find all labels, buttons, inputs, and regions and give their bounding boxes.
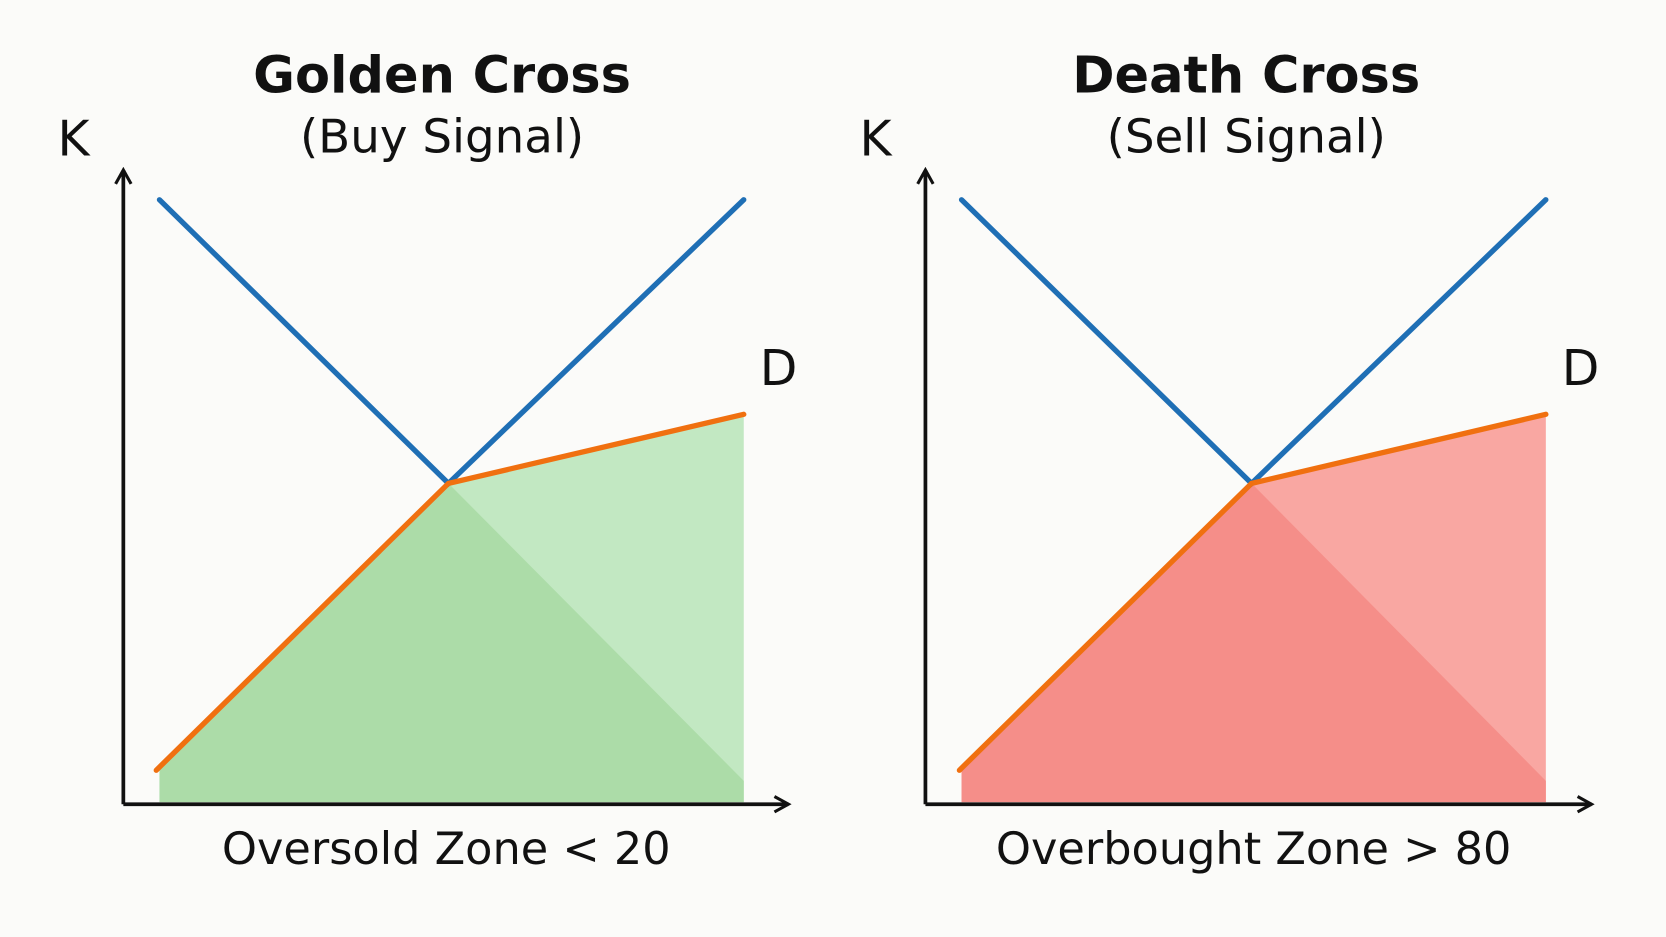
subtitle: (Sell Signal) [1107,111,1386,165]
d-label: D [1562,340,1600,397]
zone-fill-dark [961,483,1546,803]
caption: Overbought Zone > 80 [996,823,1512,875]
zone-fill-dark [159,483,744,803]
d-label: D [760,340,798,397]
title: Golden Cross [253,47,631,106]
panel-golden: Golden Cross (Buy Signal) K D Oversold Z… [57,47,797,875]
panel-death: Death Cross (Sell Signal) K D Overbought… [860,47,1600,875]
d-line [153,411,747,773]
k-label: K [57,110,91,167]
k-label: K [860,110,894,167]
d-line [956,411,1549,773]
subtitle: (Buy Signal) [300,111,584,165]
caption: Oversold Zone < 20 [222,823,671,875]
title: Death Cross [1072,47,1420,106]
